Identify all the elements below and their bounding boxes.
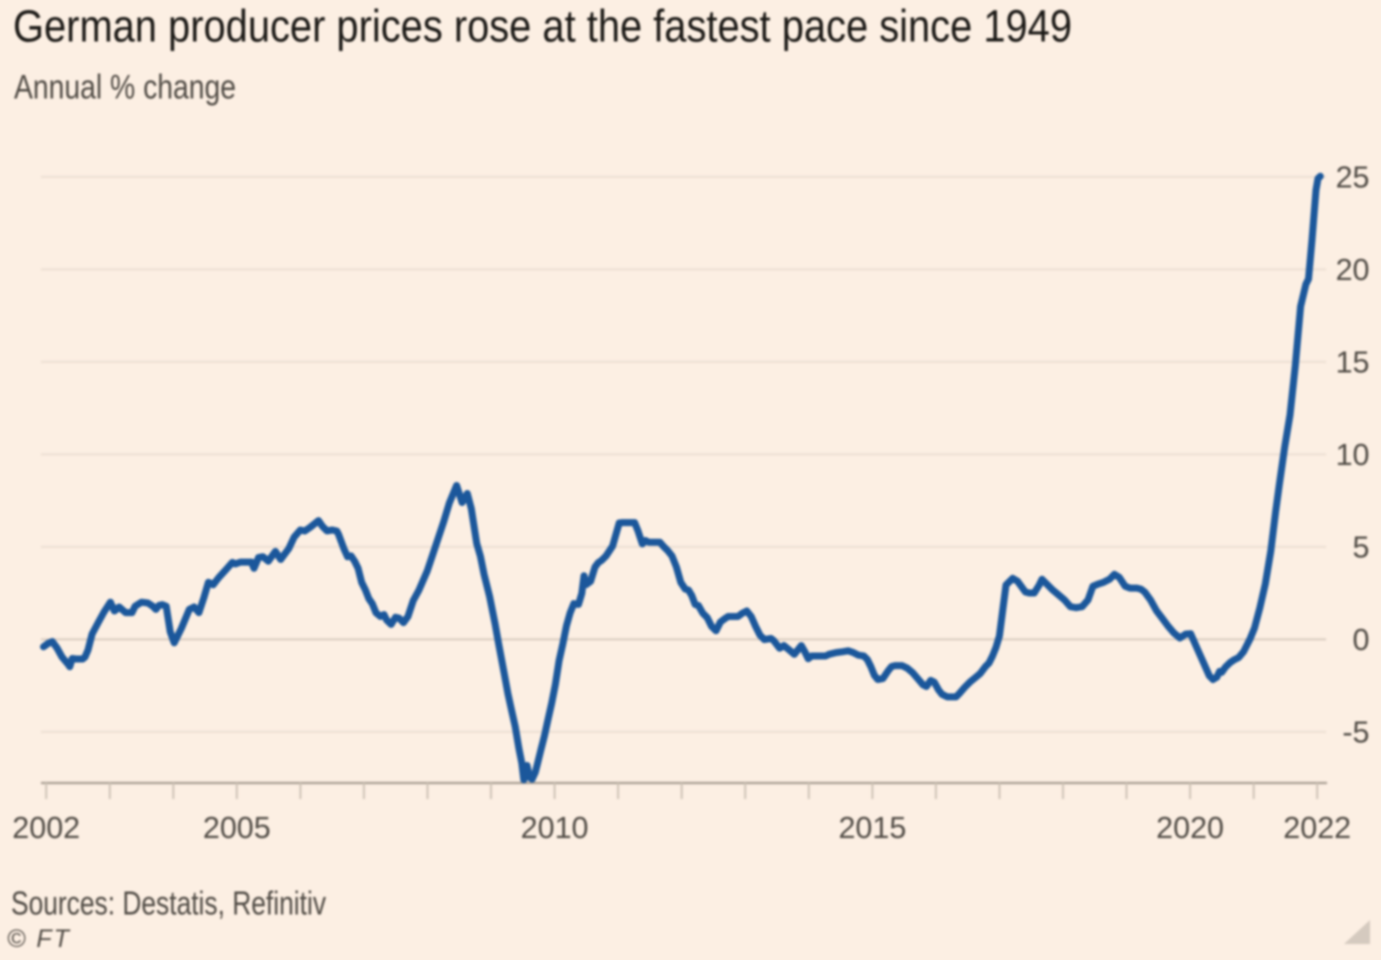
svg-text:2022: 2022 — [1283, 811, 1351, 845]
svg-text:2002: 2002 — [12, 811, 80, 845]
svg-text:5: 5 — [1353, 531, 1370, 565]
svg-text:2015: 2015 — [838, 811, 906, 845]
svg-text:2020: 2020 — [1156, 811, 1224, 845]
svg-text:25: 25 — [1336, 161, 1370, 195]
svg-text:0: 0 — [1353, 623, 1370, 657]
svg-text:20: 20 — [1336, 253, 1370, 287]
svg-text:-5: -5 — [1342, 716, 1369, 750]
svg-text:10: 10 — [1336, 438, 1370, 472]
svg-text:2010: 2010 — [521, 811, 589, 845]
svg-text:2005: 2005 — [203, 811, 271, 845]
svg-text:15: 15 — [1336, 346, 1370, 380]
svg-text:© FT: © FT — [7, 925, 71, 953]
svg-text:Annual % change: Annual % change — [14, 68, 236, 106]
svg-text:German producer prices rose at: German producer prices rose at the faste… — [13, 1, 1072, 52]
svg-text:Sources: Destatis, Refinitiv: Sources: Destatis, Refinitiv — [11, 885, 326, 922]
